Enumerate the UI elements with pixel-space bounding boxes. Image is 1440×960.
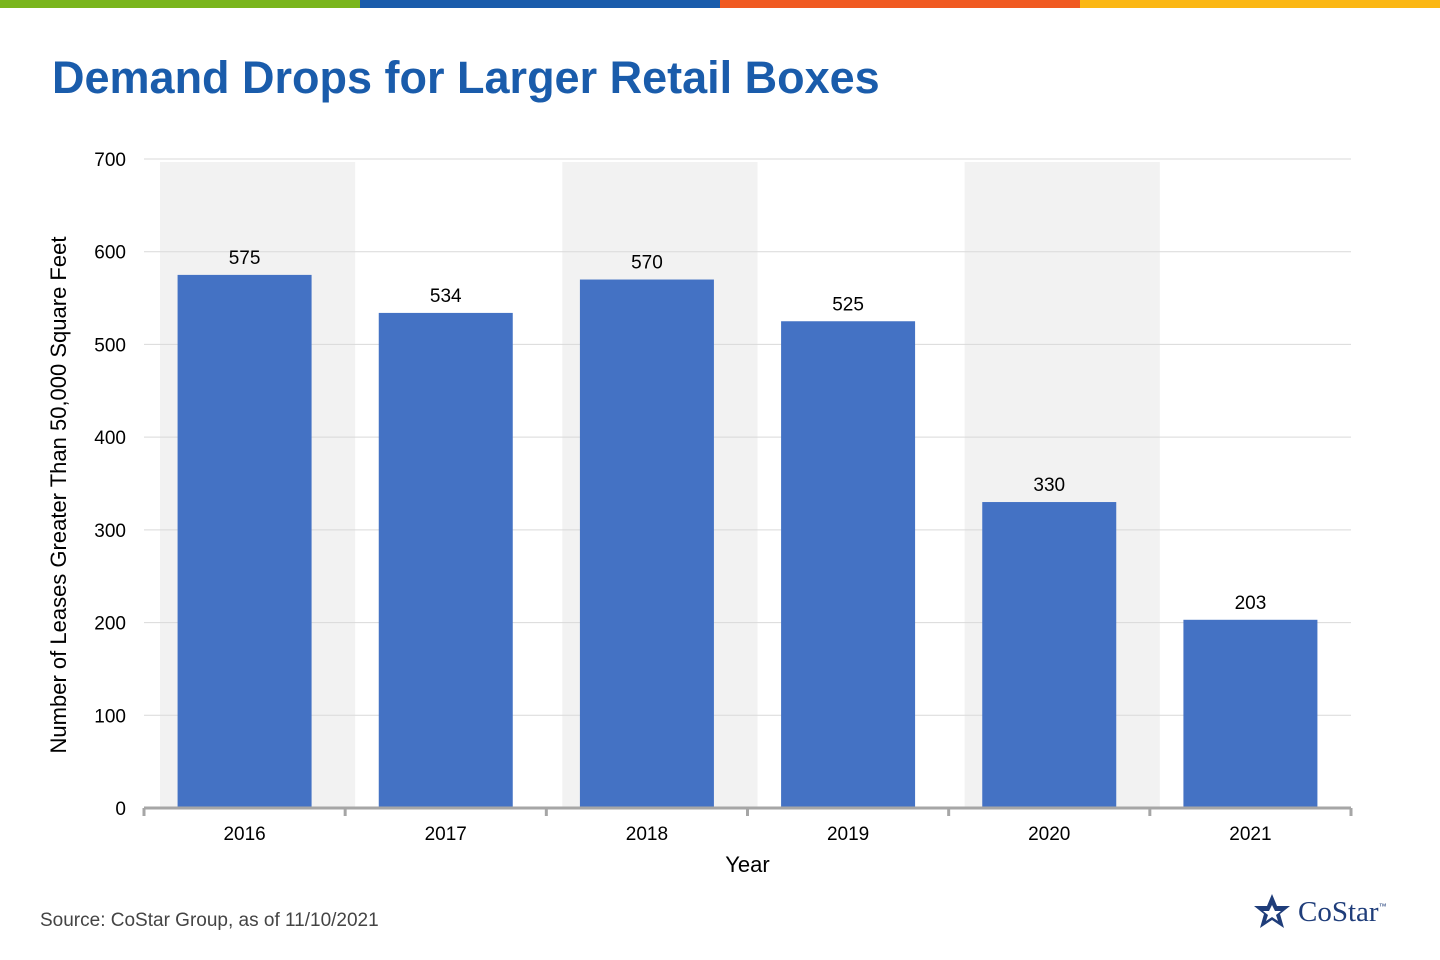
bar-2017: [378, 312, 513, 808]
y-tick-label-200: 200: [94, 614, 126, 635]
y-tick-label-300: 300: [94, 521, 126, 542]
data-label-2020: 330: [1033, 475, 1065, 496]
x-tick-label-2019: 2019: [827, 824, 869, 845]
data-label-2019: 525: [832, 294, 864, 315]
logo-trademark: ™: [1378, 901, 1387, 911]
page-title: Demand Drops for Larger Retail Boxes: [52, 52, 880, 103]
bar-2021: [1183, 619, 1318, 808]
bar-2016: [177, 274, 312, 809]
x-tick-label-2018: 2018: [626, 824, 668, 845]
data-label-2016: 575: [229, 248, 261, 269]
y-tick-label-600: 600: [94, 243, 126, 264]
source-note: Source: CoStar Group, as of 11/10/2021: [40, 910, 379, 931]
y-tick-label-500: 500: [94, 335, 126, 356]
bar-2018: [579, 279, 714, 808]
y-tick-label-700: 700: [94, 150, 126, 171]
costar-logo: CoStar ™: [1252, 892, 1387, 932]
data-label-2017: 534: [430, 286, 462, 307]
data-label-2021: 203: [1235, 593, 1267, 614]
x-tick-label-2020: 2020: [1028, 824, 1070, 845]
costar-star-icon: [1254, 894, 1290, 928]
logo-text: CoStar: [1298, 895, 1379, 928]
y-tick-label-100: 100: [94, 706, 126, 727]
top-bar-segment-yellow: [1080, 0, 1440, 8]
top-bar-segment-blue: [360, 0, 720, 8]
top-bar-segment-green: [0, 0, 360, 8]
y-tick-label-0: 0: [115, 799, 126, 820]
x-tick-label-2016: 2016: [223, 824, 265, 845]
bar-2020: [982, 502, 1117, 808]
x-axis-title: Year: [725, 852, 769, 877]
y-axis-title: Number of Leases Greater Than 50,000 Squ…: [46, 237, 71, 754]
x-tick-label-2021: 2021: [1229, 824, 1271, 845]
x-tick-label-2017: 2017: [425, 824, 467, 845]
data-label-2018: 570: [631, 253, 663, 274]
top-color-bar: [0, 0, 1440, 8]
top-bar-segment-orange: [720, 0, 1080, 8]
y-tick-label-400: 400: [94, 428, 126, 449]
bar-2019: [781, 321, 916, 808]
